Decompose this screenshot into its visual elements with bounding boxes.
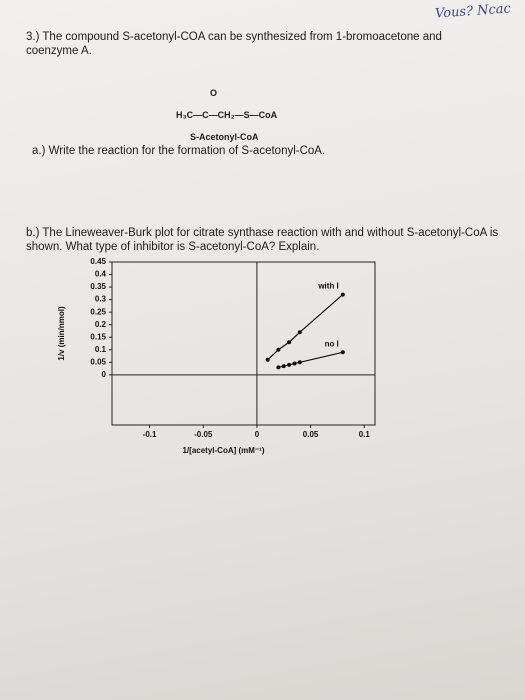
question-3: 3.) The compound S-acetonyl-COA can be s…	[26, 31, 442, 57]
structure-oxygen: O	[210, 88, 218, 98]
y-tick-label: 0.45	[90, 257, 106, 266]
handwriting: Vous? Ncac	[434, 1, 512, 22]
y-tick-label: 0.3	[95, 295, 107, 304]
data-point	[340, 350, 345, 355]
y-tick-label: 0	[102, 370, 107, 379]
chart: 0 0.05 0.1 0.15 0.2 0.25 0.3 0.35 0.4 0.45 -0.1 -0.…	[57, 257, 376, 455]
data-point	[265, 357, 270, 362]
y-tick-label: 0.2	[95, 320, 107, 329]
series-label: with I	[317, 282, 338, 291]
data-point	[281, 364, 286, 369]
data-point	[287, 340, 292, 345]
series-label: no I	[325, 339, 339, 348]
x-tick-label: 0	[255, 430, 260, 439]
y-tick-label: 0.25	[90, 307, 106, 316]
data-point	[297, 360, 302, 365]
structure-name: S-Acetonyl-CoA	[190, 132, 259, 142]
data-point	[292, 361, 297, 366]
y-tick-label: 0.15	[90, 332, 106, 341]
part-b: b.) The Lineweaver-Burk plot for citrate…	[26, 227, 499, 253]
y-tick-label: 0.35	[90, 282, 106, 291]
y-tick-label: 0.05	[90, 357, 106, 366]
y-axis-label: 1/v (min/nmol)	[57, 306, 66, 361]
y-tick-label: 0.1	[95, 345, 107, 354]
y-tick-label: 0.4	[95, 270, 107, 279]
data-point	[287, 362, 292, 367]
structure-formula: H₃C—C—CH₂—S—CoA	[176, 110, 278, 120]
data-point	[297, 330, 302, 335]
data-point	[276, 365, 281, 370]
part-a: a.) Write the reaction for the formation…	[32, 145, 326, 157]
x-tick-label: -0.05	[194, 430, 213, 439]
x-tick-label: 0.1	[359, 430, 371, 439]
data-point	[276, 347, 281, 352]
data-point	[340, 292, 345, 297]
plot-frame	[111, 261, 376, 426]
x-axis-label: 1/[acetyl-CoA] (mM⁻¹)	[182, 446, 264, 455]
x-tick-label: -0.1	[143, 430, 157, 439]
x-tick-label: 0.05	[303, 430, 319, 439]
